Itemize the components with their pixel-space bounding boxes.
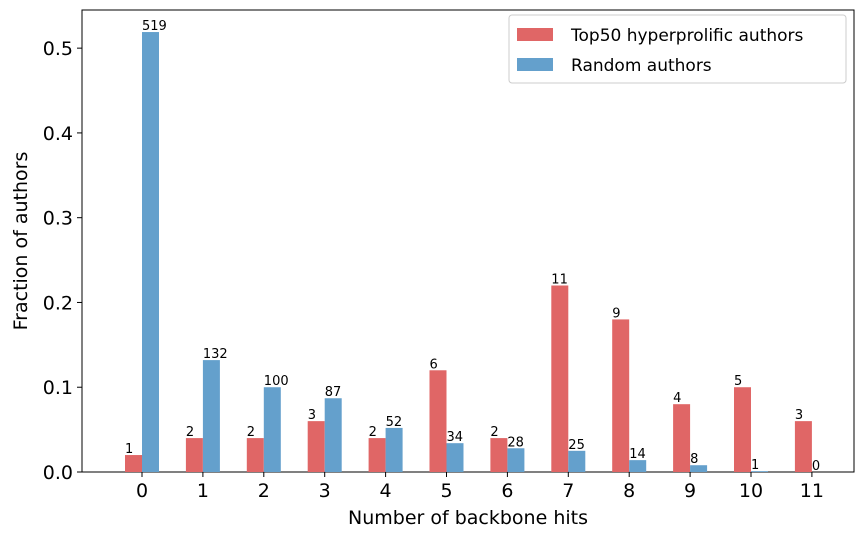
bar-top50-5 (429, 370, 447, 472)
bars-group (125, 32, 812, 472)
y-axis-ticks: 0.0 0.1 0.2 0.3 0.4 0.5 (43, 38, 82, 484)
bar-label-random-10: 1 (751, 458, 759, 473)
y-tick-label-0.5: 0.5 (43, 38, 73, 60)
bar-random-10 (751, 471, 768, 472)
y-tick-label-0.3: 0.3 (43, 208, 73, 230)
bar-top50-0 (125, 455, 142, 472)
bar-random-8 (629, 460, 647, 472)
bar-label-top50-10: 5 (734, 374, 742, 389)
bar-label-top50-6: 2 (490, 425, 498, 440)
bar-top50-10 (734, 387, 751, 472)
bar-label-top50-8: 9 (612, 306, 620, 321)
x-tick-label-9: 9 (684, 480, 696, 502)
bar-top50-8 (612, 319, 630, 472)
bar-random-9 (690, 465, 708, 472)
bar-random-0 (142, 32, 159, 472)
y-axis-label: Fraction of authors (10, 152, 32, 331)
legend-label-top50: Top50 hyperprolific authors (570, 26, 804, 46)
x-tick-label-7: 7 (562, 480, 574, 502)
bar-top50-4 (368, 438, 386, 472)
legend-box (508, 14, 847, 84)
bar-label-top50-7: 11 (551, 273, 568, 288)
bar-label-top50-4: 2 (369, 425, 377, 440)
bar-random-7 (568, 450, 586, 472)
bar-random-5 (446, 443, 464, 472)
bar-label-top50-2: 2 (247, 425, 255, 440)
x-tick-label-4: 4 (380, 480, 392, 502)
bar-random-1 (202, 360, 220, 472)
x-axis-label: Number of backbone hits (348, 507, 588, 529)
bar-random-2 (263, 387, 281, 472)
x-tick-label-2: 2 (258, 480, 270, 502)
bar-label-random-0: 519 (142, 19, 167, 34)
bar-top50-9 (673, 404, 691, 472)
bar-top50-1 (185, 438, 203, 472)
bar-label-random-1: 132 (203, 347, 228, 362)
legend-swatch-random (517, 58, 553, 71)
bar-label-random-6: 28 (507, 435, 524, 450)
bar-label-random-9: 8 (690, 452, 698, 467)
bar-label-top50-1: 2 (186, 425, 194, 440)
x-tick-label-1: 1 (197, 480, 209, 502)
bar-label-random-2: 100 (264, 374, 289, 389)
x-tick-label-3: 3 (319, 480, 331, 502)
bar-label-random-4: 52 (386, 415, 403, 430)
y-tick-label-0.1: 0.1 (43, 377, 73, 399)
x-tick-label-5: 5 (440, 480, 452, 502)
bar-label-top50-9: 4 (673, 391, 681, 406)
bar-label-random-7: 25 (568, 438, 585, 453)
bar-label-top50-11: 3 (795, 408, 803, 423)
x-tick-label-11: 11 (800, 480, 824, 502)
bar-labels-group: 1 2 2 3 2 6 2 11 9 4 5 3 519 132 100 87 52 34 28 25 14 8 1 0 (125, 19, 820, 474)
x-tick-label-0: 0 (136, 480, 148, 502)
bar-label-random-3: 87 (325, 385, 342, 400)
bar-label-random-8: 14 (629, 447, 646, 462)
bar-top50-7 (551, 285, 569, 472)
y-tick-label-0.2: 0.2 (43, 292, 73, 314)
legend-swatch-top50 (517, 28, 553, 41)
bar-random-3 (324, 398, 342, 472)
bar-label-top50-0: 1 (125, 442, 133, 457)
bar-top50-11 (794, 421, 812, 472)
bar-label-random-11: 0 (812, 459, 820, 474)
x-tick-label-10: 10 (739, 480, 763, 502)
legend-label-random: Random authors (571, 56, 712, 76)
bar-random-4 (385, 427, 403, 472)
x-tick-label-8: 8 (623, 480, 635, 502)
bar-top50-6 (490, 438, 508, 472)
bar-label-top50-3: 3 (308, 408, 316, 423)
bar-random-6 (507, 448, 525, 472)
x-tick-label-6: 6 (501, 480, 513, 502)
bar-label-random-5: 34 (447, 430, 464, 445)
legend: Top50 hyperprolific authors Random autho… (508, 14, 847, 84)
bar-label-top50-5: 6 (430, 357, 438, 372)
bar-top50-3 (307, 421, 325, 472)
y-tick-label-0.0: 0.0 (43, 462, 73, 484)
x-axis-ticks: 0 1 2 3 4 5 6 7 8 9 10 11 (136, 472, 824, 502)
bar-top50-2 (246, 438, 264, 472)
y-tick-label-0.4: 0.4 (43, 123, 73, 145)
